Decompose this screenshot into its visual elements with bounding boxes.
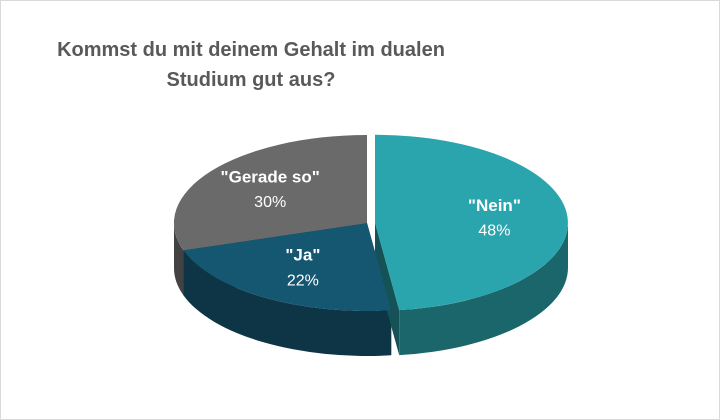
data-label-name: "Ja"	[285, 246, 320, 265]
slice-side	[399, 222, 568, 356]
data-label-name: "Gerade so"	[221, 167, 320, 186]
slice	[173, 134, 367, 251]
slice	[374, 134, 568, 311]
slice-side	[375, 222, 400, 356]
slice	[183, 223, 392, 311]
chart-title: Kommst du mit deinem Gehalt im dualen St…	[57, 39, 445, 91]
data-label-name: "Nein"	[468, 196, 521, 215]
data-label-value: 30%	[254, 194, 286, 211]
data-label-value: 22%	[287, 272, 319, 289]
slice-side	[173, 223, 184, 296]
slice-side	[183, 250, 392, 356]
data-label-value: 48%	[478, 223, 510, 240]
